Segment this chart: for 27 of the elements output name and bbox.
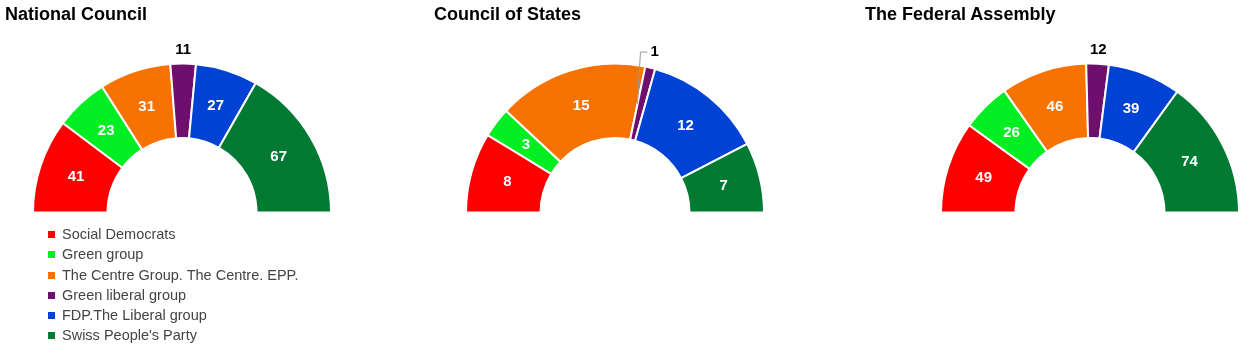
data-label: 49 <box>975 168 993 186</box>
data-label: 39 <box>1122 98 1140 116</box>
data-label: 7 <box>719 176 728 194</box>
chart-title: Council of States <box>434 4 582 25</box>
data-label: 1 <box>650 42 659 60</box>
data-label: 12 <box>1089 39 1107 57</box>
legend-label: Swiss People's Party <box>61 326 198 346</box>
chart-title: The Federal Assembly <box>865 4 1056 25</box>
legend-label: Green liberal group <box>61 285 188 305</box>
data-label: 11 <box>175 39 192 57</box>
data-label: 27 <box>207 96 225 114</box>
data-label: 23 <box>97 120 115 138</box>
data-label: 8 <box>503 172 512 190</box>
legend-label: FDP.The Liberal group <box>61 306 208 326</box>
data-label: 46 <box>1046 96 1064 114</box>
legend-label: Social Democrats <box>61 225 177 244</box>
chart-title: National Council <box>5 4 148 25</box>
legend-label: Green group <box>61 245 145 265</box>
data-label: 67 <box>270 146 287 164</box>
data-label: 41 <box>67 167 85 185</box>
data-label: 12 <box>677 115 694 133</box>
data-label: 74 <box>1181 151 1199 169</box>
data-label: 26 <box>1003 123 1020 141</box>
data-label: 15 <box>572 96 590 114</box>
data-label: 3 <box>521 135 531 153</box>
data-label: 31 <box>138 96 155 114</box>
legend-label: The Centre Group. The Centre. EPP. <box>61 265 299 285</box>
